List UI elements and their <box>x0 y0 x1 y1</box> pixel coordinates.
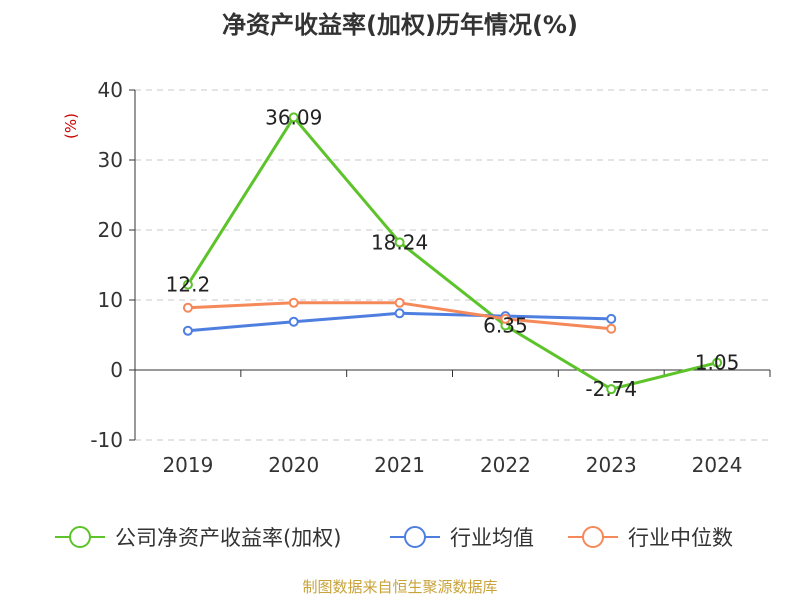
legend-item-0[interactable]: 公司净资产收益率(加权) <box>55 526 341 550</box>
data-point[interactable] <box>606 323 617 334</box>
x-tick-label: 2022 <box>480 453 531 477</box>
legend-label: 行业中位数 <box>628 526 733 550</box>
x-tick-label: 2021 <box>374 453 425 477</box>
data-point[interactable] <box>288 316 299 327</box>
legend-marker <box>582 526 604 548</box>
legend-marker <box>404 526 426 548</box>
data-labels: 12.2 36.09 18.24 6.35 -2.74 1.05 <box>166 105 740 401</box>
legend-item-1[interactable]: 行业均值 <box>390 526 534 550</box>
grid-lines <box>135 89 770 441</box>
source-note: 制图数据来自恒生聚源数据库 <box>302 578 497 596</box>
data-label: 36.09 <box>265 105 322 129</box>
data-label: 1.05 <box>695 351 740 375</box>
x-tick-label: 2019 <box>162 453 213 477</box>
data-point[interactable] <box>394 308 405 319</box>
data-point[interactable] <box>500 313 511 324</box>
x-tick-label: 2024 <box>692 453 743 477</box>
data-point[interactable] <box>606 313 617 324</box>
data-point[interactable] <box>182 302 193 313</box>
axes: 40 30 20 10 0 -10 2019 2020 2021 2022 2023 2024 <box>90 78 771 477</box>
data-point[interactable] <box>182 325 193 336</box>
data-point[interactable] <box>288 112 299 123</box>
y-tick-label: 30 <box>98 148 123 172</box>
x-tick-label: 2020 <box>268 453 319 477</box>
legend-marker <box>69 526 91 548</box>
y-tick-label: 20 <box>98 218 123 242</box>
data-point[interactable] <box>712 357 723 368</box>
legend-item-2[interactable]: 行业中位数 <box>568 526 733 550</box>
data-label: -2.74 <box>585 377 637 401</box>
data-point[interactable] <box>394 297 405 308</box>
data-label: 12.2 <box>166 273 211 297</box>
series-lines <box>182 112 723 395</box>
legend[interactable]: 公司净资产收益率(加权) 行业均值 行业中位数 <box>55 526 733 550</box>
data-label: 18.24 <box>371 230 428 254</box>
series-line-0 <box>186 115 718 391</box>
data-point[interactable] <box>606 384 617 395</box>
data-point[interactable] <box>288 297 299 308</box>
data-point[interactable] <box>182 279 193 290</box>
legend-label: 行业均值 <box>450 526 534 550</box>
y-tick-label: 10 <box>98 288 123 312</box>
chart-title: 净资产收益率(加权)历年情况(%) <box>222 11 578 39</box>
y-tick-label: 0 <box>110 358 123 382</box>
y-axis-unit-label: (%) <box>62 113 80 139</box>
legend-label: 公司净资产收益率(加权) <box>115 526 341 550</box>
y-tick-label: 40 <box>98 78 123 102</box>
data-point[interactable] <box>394 237 405 248</box>
data-label: 6.35 <box>483 314 528 338</box>
y-tick-label: -10 <box>90 428 123 452</box>
x-tick-label: 2023 <box>586 453 637 477</box>
